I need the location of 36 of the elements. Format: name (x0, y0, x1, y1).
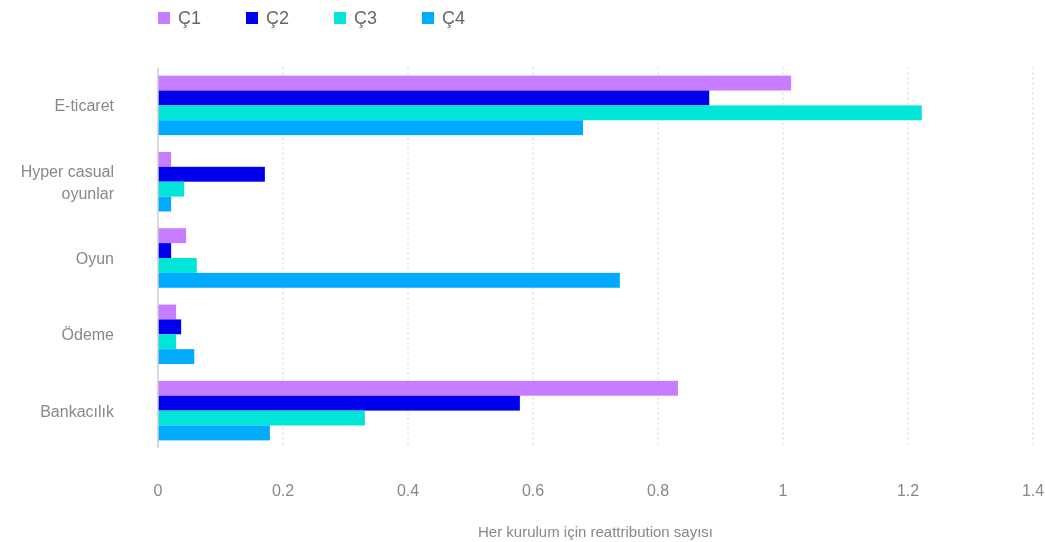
bar (158, 90, 710, 106)
bar (158, 319, 182, 335)
bar (158, 228, 187, 244)
bar (158, 120, 583, 136)
bar (158, 410, 365, 426)
y-tick-label: Hyper casual oyunlar (20, 162, 115, 202)
bar (158, 166, 265, 182)
y-tick-label: E-ticaret (54, 97, 115, 115)
bar (158, 258, 197, 273)
bar (158, 395, 520, 411)
bar (158, 105, 922, 121)
bar (158, 272, 620, 288)
x-tick-label: 1.2 (896, 482, 920, 499)
bar (158, 380, 678, 396)
legend-label: Ç3 (354, 8, 378, 28)
legend-label: Ç1 (178, 8, 202, 28)
y-tick-label: Oyun (75, 250, 114, 267)
x-tick-label: 0.8 (646, 482, 670, 499)
x-tick-label: 0.2 (271, 482, 295, 499)
x-tick-label: 0.4 (396, 482, 420, 499)
x-axis-title: Her kurulum için reattribution sayısı (477, 523, 714, 540)
bar (158, 181, 185, 197)
legend-label: Ç4 (442, 8, 466, 28)
bar (158, 334, 177, 350)
bar (158, 151, 172, 167)
bar (158, 425, 270, 441)
bar (158, 349, 195, 365)
legend-label: Ç2 (266, 8, 290, 28)
x-tick-label: 0 (153, 482, 163, 499)
x-tick-label: 1 (778, 482, 788, 499)
bar (158, 243, 172, 258)
y-tick-label: Ödeme (61, 326, 115, 344)
bar (158, 75, 792, 91)
y-tick-label: Bankacılık (40, 402, 115, 420)
x-tick-label: 0.6 (521, 482, 545, 499)
x-tick-label: 1.4 (1021, 482, 1045, 499)
